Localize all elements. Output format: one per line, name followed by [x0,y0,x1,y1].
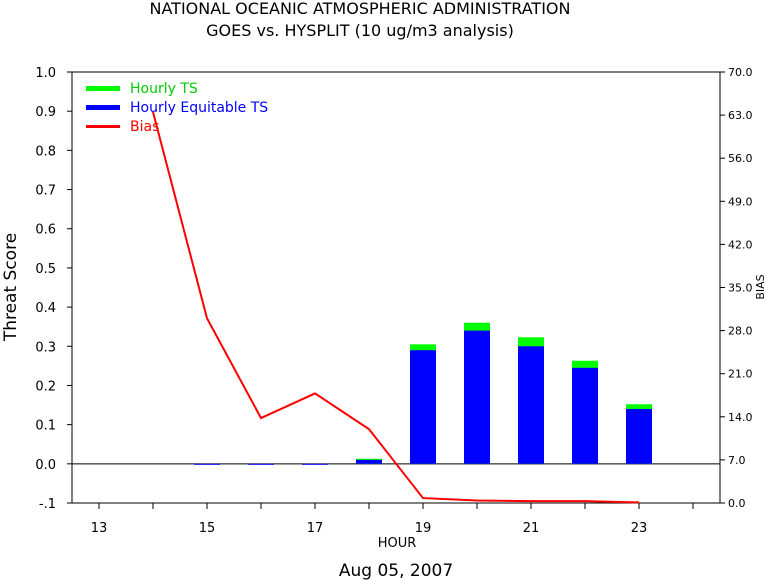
y-tick-label: 0.5 [35,262,56,277]
x-axis: 13 15 17 19 21 23 [91,503,694,536]
legend-swatch-hourly-ts [86,86,120,91]
y2-tick-label: 56.0 [728,152,753,165]
plot-frame [71,71,721,504]
bar-equitable-ts [410,350,436,464]
bar-equitable-ts [464,330,490,464]
y-tick-label: -.1 [39,497,56,512]
chart-subtitle: GOES vs. HYSPLIT (10 ug/m3 analysis) [206,21,514,40]
bar-equitable-ts [626,408,652,464]
legend-swatch-equitable-ts [86,105,120,110]
x-tick-label: 23 [631,521,648,536]
bar-equitable-ts [248,463,274,465]
y-tick-label: 0.8 [35,144,56,159]
y2-tick-label: 35.0 [728,282,753,295]
y-tick-label: 0.0 [35,458,56,473]
x-tick-label: 13 [91,521,108,536]
bars [194,322,652,465]
y-tick-label: 0.6 [35,223,56,238]
y2-tick-label: 14.0 [728,411,753,424]
legend-label-hourly-ts: Hourly TS [130,81,198,97]
bar-equitable-ts [356,459,382,464]
y-axis: 1.0 0.9 0.8 0.7 0.6 0.5 0.4 0.3 0.2 0.1 0.0 -.1 [35,66,72,512]
chart-title: NATIONAL OCEANIC ATMOSPHERIC ADMINISTRAT… [150,0,571,18]
x-tick-label: 21 [523,521,540,536]
legend: Hourly TS Hourly Equitable TS Bias [86,81,268,135]
y2-axis-label: BIAS [754,274,767,299]
y-tick-label: 0.3 [35,340,56,355]
bias-line [152,111,640,504]
y2-tick-label: 70.0 [728,66,753,79]
bar-equitable-ts [518,346,544,464]
legend-swatch-bias [86,125,120,128]
y-tick-label: 1.0 [35,66,56,81]
y2-tick-label: 63.0 [728,109,753,122]
date-label: Aug 05, 2007 [339,561,453,580]
x-tick-label: 17 [307,521,324,536]
bar-equitable-ts [194,463,220,465]
y-tick-label: 0.2 [35,379,56,394]
y2-tick-label: 7.0 [728,454,746,467]
y2-tick-label: 49.0 [728,195,753,208]
y-tick-label: 0.1 [35,419,56,434]
y-tick-label: 0.9 [35,105,56,120]
legend-label-equitable-ts: Hourly Equitable TS [130,100,268,116]
y2-axis: 70.0 63.0 56.0 49.0 42.0 35.0 28.0 21.0 14.0 7.0 0… [720,66,753,510]
bar-equitable-ts [302,463,328,465]
y-tick-label: 0.7 [35,184,56,199]
y-axis-label: Threat Score [1,233,21,342]
bar-equitable-ts [572,367,598,464]
y2-tick-label: 0.0 [728,497,746,510]
legend-label-bias: Bias [130,119,159,135]
x-axis-label: HOUR [378,536,417,551]
x-tick-label: 15 [199,521,216,536]
y2-tick-label: 21.0 [728,368,753,381]
y2-tick-label: 42.0 [728,238,753,251]
y2-tick-label: 28.0 [728,325,753,338]
y-tick-label: 0.4 [35,301,56,316]
x-tick-label: 19 [415,521,432,536]
